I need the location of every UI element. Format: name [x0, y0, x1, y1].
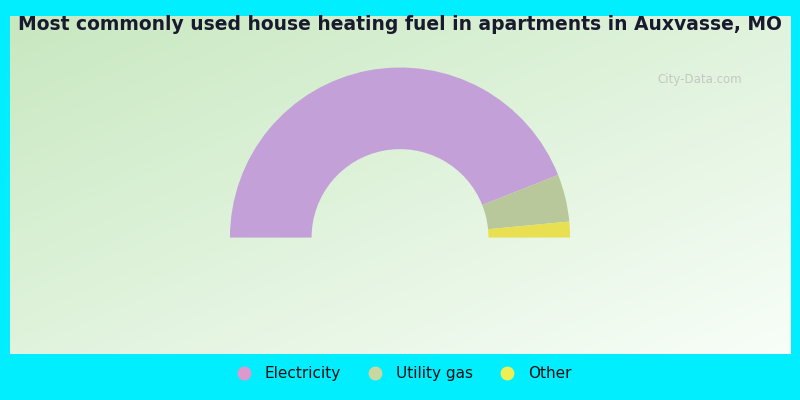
Wedge shape [230, 68, 558, 238]
Wedge shape [488, 222, 570, 238]
Text: City-Data.com: City-Data.com [658, 74, 742, 86]
Text: Most commonly used house heating fuel in apartments in Auxvasse, MO: Most commonly used house heating fuel in… [18, 15, 782, 34]
Legend: Electricity, Utility gas, Other: Electricity, Utility gas, Other [222, 360, 578, 388]
Wedge shape [482, 175, 570, 229]
